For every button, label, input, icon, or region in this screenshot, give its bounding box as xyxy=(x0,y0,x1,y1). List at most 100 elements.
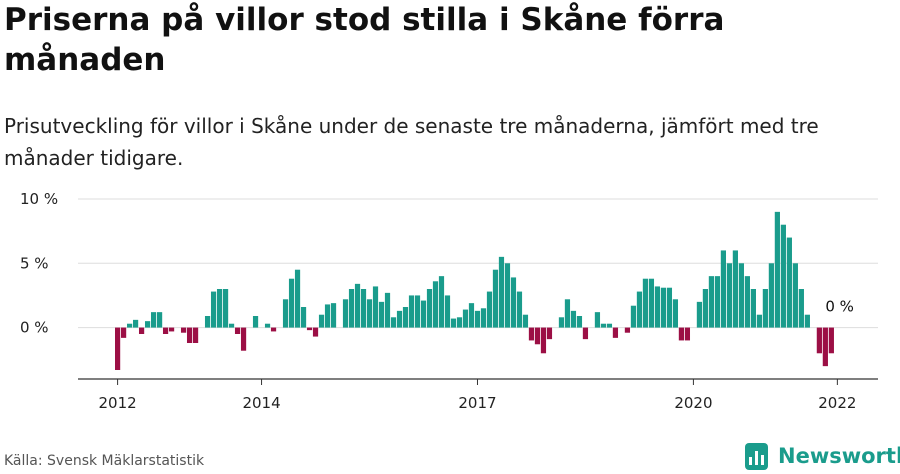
bar xyxy=(402,307,409,328)
bar xyxy=(654,286,661,328)
x-tick-label: 2012 xyxy=(99,394,137,412)
bar xyxy=(127,323,133,328)
bar xyxy=(444,295,451,328)
bar xyxy=(132,319,139,328)
x-axis xyxy=(78,378,878,385)
bar xyxy=(138,327,145,334)
bar xyxy=(822,327,828,367)
bar xyxy=(720,250,726,328)
bar xyxy=(594,312,601,328)
newsworthy-logo[interactable]: Newsworthy xyxy=(745,440,900,472)
bar xyxy=(396,310,403,328)
bar xyxy=(546,327,553,340)
bar xyxy=(288,278,295,328)
bar xyxy=(780,224,786,328)
bar xyxy=(624,327,631,333)
bar xyxy=(168,327,175,332)
bar xyxy=(576,316,583,328)
bar xyxy=(438,276,445,328)
bar xyxy=(534,327,541,345)
chart-title: Priserna på villor stod stilla i Skåne f… xyxy=(4,2,725,78)
bar xyxy=(180,327,187,333)
bar xyxy=(558,317,565,328)
bar xyxy=(318,314,325,328)
bar xyxy=(672,299,679,328)
bar xyxy=(498,256,505,328)
bar xyxy=(390,317,397,328)
x-tick-label: 2014 xyxy=(242,394,280,412)
bar-chart-icon xyxy=(745,442,768,470)
bar xyxy=(726,263,732,328)
bar xyxy=(750,289,756,328)
bar xyxy=(360,289,367,328)
bar xyxy=(756,314,762,328)
bar xyxy=(228,323,235,328)
bar xyxy=(768,263,774,328)
bar xyxy=(186,327,193,343)
bar xyxy=(786,237,792,328)
bar xyxy=(702,289,708,328)
bar xyxy=(804,314,810,328)
bar xyxy=(642,278,649,328)
bar xyxy=(648,278,655,328)
bar xyxy=(426,289,433,328)
bar xyxy=(522,314,529,328)
bar xyxy=(792,263,798,328)
y-tick-label: 5 % xyxy=(20,254,49,272)
bar xyxy=(342,299,349,328)
bar xyxy=(570,310,577,328)
bar xyxy=(798,289,804,328)
bar xyxy=(252,316,259,328)
bar xyxy=(210,291,217,328)
bar xyxy=(630,305,637,328)
bar xyxy=(510,277,517,328)
bar xyxy=(564,299,571,328)
bar xyxy=(300,307,307,328)
bars xyxy=(115,211,834,370)
x-tick-label: 2017 xyxy=(458,394,496,412)
bar xyxy=(450,318,457,328)
bar xyxy=(486,291,493,328)
bar xyxy=(150,312,157,328)
y-tick-label: 10 % xyxy=(20,190,58,208)
bar xyxy=(738,263,744,328)
bar xyxy=(528,327,535,341)
x-tick-label: 2022 xyxy=(818,394,856,412)
bar xyxy=(204,316,211,328)
bar xyxy=(816,327,822,354)
bar xyxy=(612,327,619,338)
bar xyxy=(270,327,277,332)
bar xyxy=(432,281,439,328)
bar xyxy=(420,300,427,328)
bar xyxy=(372,286,379,328)
bar xyxy=(744,276,750,328)
bar xyxy=(414,295,421,328)
bar xyxy=(582,327,589,340)
bar xyxy=(384,292,391,328)
bar xyxy=(492,269,499,328)
bar xyxy=(216,289,223,328)
bar xyxy=(540,327,547,354)
bar xyxy=(696,301,703,328)
bar xyxy=(606,323,613,328)
bar xyxy=(636,291,643,328)
bar xyxy=(282,299,289,328)
source-note: Källa: Svensk Mäklarstatistik xyxy=(4,453,205,469)
bar xyxy=(714,276,720,328)
bar xyxy=(774,211,780,328)
bar xyxy=(462,309,469,328)
bar xyxy=(516,291,523,328)
bar xyxy=(330,303,337,328)
bar xyxy=(408,295,415,328)
bar xyxy=(354,283,361,328)
bar xyxy=(474,310,481,328)
bar-chart: 0 % 5 % 10 % 0 % 2012 2014 2017 2020 2022 xyxy=(20,190,878,412)
bar xyxy=(660,287,667,328)
y-tick-label: 0 % xyxy=(20,319,49,337)
bar xyxy=(684,327,691,341)
bar xyxy=(162,327,169,334)
gridlines xyxy=(78,198,878,329)
bar xyxy=(828,327,834,354)
x-tick-label: 2020 xyxy=(674,394,712,412)
bar xyxy=(366,299,373,328)
